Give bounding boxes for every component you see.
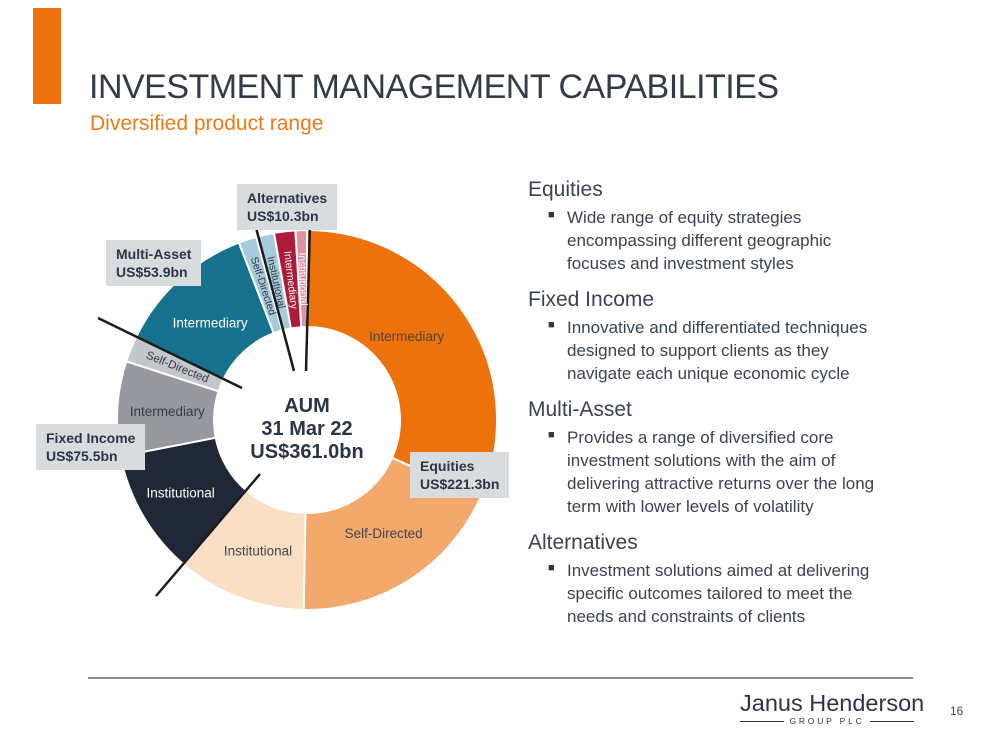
page-subtitle: Diversified product range [90, 112, 324, 135]
section-multi-asset-text: Provides a range of diversified core inv… [567, 428, 875, 516]
divider-line-2 [97, 316, 243, 390]
segment-label-alternatives-institutional: Institutional [296, 252, 310, 305]
section-equities-heading: Equities [528, 178, 603, 201]
logo-group-plc: GROUP PLC [789, 716, 865, 726]
accent-bar [33, 8, 61, 104]
section-fixed-income-bullet: ■ Innovative and differentiated techniqu… [528, 316, 953, 385]
callout-multi-asset-title: Multi-Asset [116, 246, 192, 262]
logo-dash-left [740, 720, 785, 722]
callout-equities-title: Equities [420, 458, 475, 474]
bullet-square-icon: ■ [548, 319, 555, 331]
section-equities: Equities ■ Wide range of equity strategi… [528, 178, 953, 275]
divider-line-0 [253, 223, 296, 372]
aum-center-label: AUM 31 Mar 22 US$361.0bn [187, 395, 427, 464]
logo-wordmark: Janus Henderson [740, 690, 925, 716]
section-equities-bullet: ■ Wide range of equity strategies encomp… [528, 206, 953, 275]
segment-label-equities-intermediary: Intermediary [369, 329, 444, 344]
bullet-square-icon: ■ [548, 209, 555, 221]
segment-label-equities-institutional: Institutional [224, 544, 292, 559]
page-number: 16 [950, 704, 964, 718]
callout-equities-value: US$221.3bn [420, 476, 500, 492]
page-title: INVESTMENT MANAGEMENT CAPABILITIES [89, 68, 779, 106]
segment-label-fixed-income-institutional: Institutional [146, 486, 214, 501]
callout-fixed-income: Fixed Income US$75.5bn [36, 424, 146, 470]
callout-multi-asset: Multi-Asset US$53.9bn [106, 240, 202, 286]
section-fixed-income-heading: Fixed Income [528, 288, 655, 311]
aum-total: US$361.0bn [250, 441, 364, 463]
section-fixed-income-text: Innovative and differentiated techniques… [567, 318, 868, 383]
aum-date: 31 Mar 22 [261, 418, 353, 440]
callout-equities: Equities US$221.3bn [410, 452, 510, 498]
callout-fixed-income-title: Fixed Income [46, 430, 136, 446]
segment-label-fixed-income-intermediary: Intermediary [130, 404, 205, 419]
section-multi-asset-bullet: ■ Provides a range of diversified core i… [528, 426, 953, 518]
segment-label-multi-asset-intermediary: Intermediary [173, 316, 248, 331]
footer-divider [88, 677, 913, 679]
janus-henderson-logo: Janus Henderson GROUP PLC [740, 690, 925, 726]
divider-line-3 [155, 473, 261, 597]
bullet-square-icon: ■ [548, 429, 555, 441]
aum-title: AUM [284, 395, 330, 417]
callout-alternatives-title: Alternatives [247, 190, 328, 206]
section-equities-text: Wide range of equity strategies encompas… [567, 208, 832, 273]
logo-subtext: GROUP PLC [740, 716, 914, 726]
capabilities-panel: Equities ■ Wide range of equity strategi… [528, 178, 953, 641]
logo-dash-right [869, 720, 914, 722]
callout-fixed-income-value: US$75.5bn [46, 448, 118, 464]
callout-alternatives: Alternatives US$10.3bn [237, 184, 338, 230]
section-fixed-income: Fixed Income ■ Innovative and differenti… [528, 288, 953, 385]
section-multi-asset: Multi-Asset ■ Provides a range of divers… [528, 398, 953, 518]
callout-alternatives-value: US$10.3bn [247, 208, 319, 224]
bullet-square-icon: ■ [548, 562, 555, 574]
divider-line-1 [304, 223, 312, 372]
section-alternatives-bullet: ■ Investment solutions aimed at deliveri… [528, 559, 953, 628]
section-alternatives-heading: Alternatives [528, 531, 638, 554]
section-alternatives-text: Investment solutions aimed at delivering… [567, 561, 870, 626]
section-multi-asset-heading: Multi-Asset [528, 398, 632, 421]
callout-multi-asset-value: US$53.9bn [116, 264, 188, 280]
section-alternatives: Alternatives ■ Investment solutions aime… [528, 531, 953, 628]
segment-label-equities-self-directed: Self-Directed [345, 526, 423, 541]
